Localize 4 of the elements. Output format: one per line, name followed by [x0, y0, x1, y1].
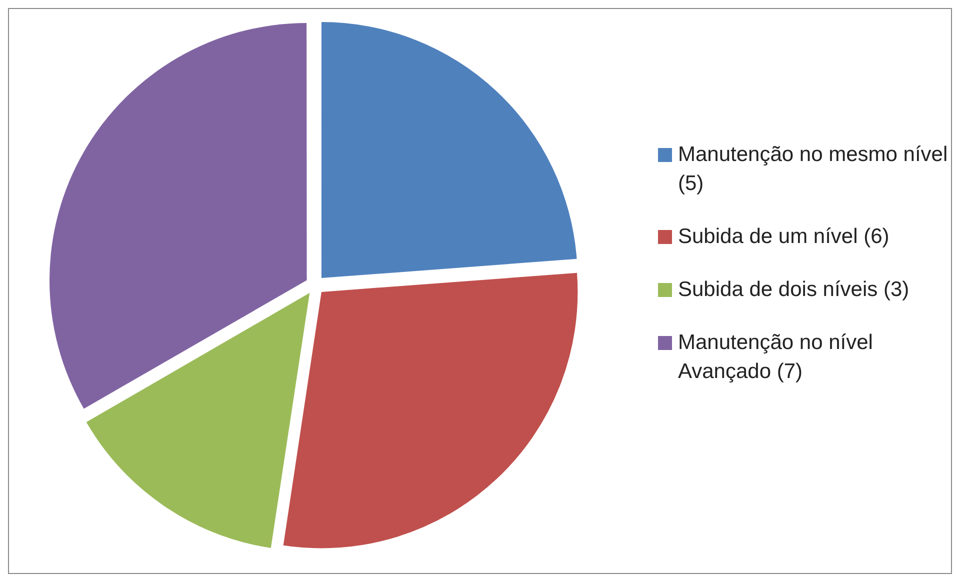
legend-label: Manutenção no mesmo nível (5) — [678, 142, 948, 197]
legend-label: Manutenção no nível Avançado (7) — [678, 330, 874, 385]
legend-label: Subida de dois níveis (3) — [678, 277, 910, 303]
legend-label: Subida de um nível (6) — [678, 224, 890, 250]
